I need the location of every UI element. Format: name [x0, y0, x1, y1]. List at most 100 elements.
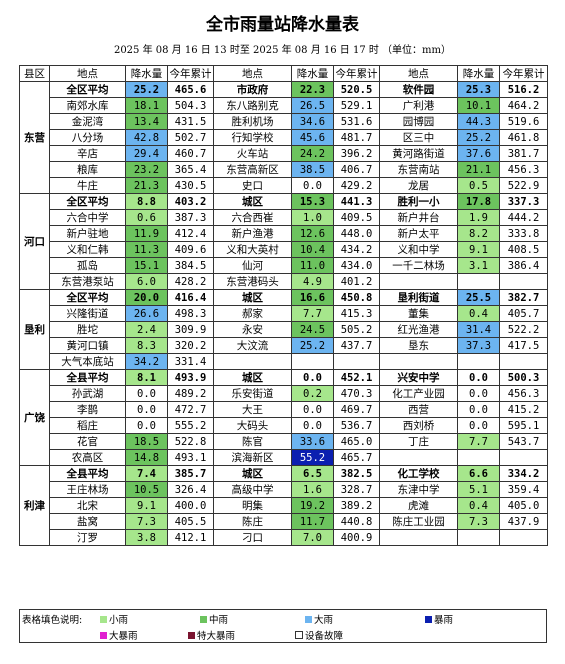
empty-cell: [499, 449, 548, 466]
rainfall: 2.4: [125, 321, 168, 338]
place: 东津中学: [379, 481, 458, 498]
year-total: 444.2: [499, 209, 548, 226]
year-total: 331.4: [167, 353, 214, 370]
place: 稻庄: [49, 417, 126, 434]
header-row: 县区 地点 降水量 今年累计 地点 降水量 今年累计 地点 降水量 今年累计: [19, 65, 548, 82]
legend-item: 大雨: [305, 612, 333, 626]
place: 农高区: [49, 449, 126, 466]
place: 软件园: [379, 81, 458, 98]
place: 丁庄: [379, 433, 458, 450]
place: 胜坨: [49, 321, 126, 338]
table-row: 花官 18.5 522.8 陈官 33.6 465.0 丁庄 7.7 543.7: [20, 433, 548, 450]
place: 全县平均: [49, 465, 126, 482]
table-row: 孙武湖 0.0 489.2 乐安街道 0.2 470.3 化工产业园 0.0 456.3: [20, 385, 548, 402]
rainfall: 9.1: [125, 497, 168, 514]
year-total: 365.4: [167, 161, 214, 178]
place: 金泥湾: [49, 113, 126, 130]
place: 广利港: [379, 97, 458, 114]
table-row: 黄河口镇 8.3 320.2 大汶流 25.2 437.7 垦东 37.3 417.5: [20, 337, 548, 354]
legend-item: 设备故障: [295, 628, 343, 642]
rainfall: 45.6: [291, 129, 334, 146]
place: 盐窝: [49, 513, 126, 530]
rainfall: 8.1: [125, 369, 168, 386]
year-total: 481.7: [333, 129, 380, 146]
place: 黄河路街道: [379, 145, 458, 162]
rainfall: 38.5: [291, 161, 334, 178]
table-row: 汀罗 3.8 412.1 刁口 7.0 400.9: [20, 529, 548, 546]
place: 西刘桥: [379, 417, 458, 434]
district: 东营: [19, 81, 50, 194]
table-row: 广饶 全县平均 8.1 493.9 城区 0.0 452.1 兴安中学 0.0 500.3: [19, 369, 548, 466]
year-total: 469.7: [333, 401, 380, 418]
empty-cell: [291, 353, 334, 370]
rainfall: 1.0: [291, 209, 334, 226]
year-total: 430.5: [167, 177, 214, 194]
year-total: 382.7: [499, 289, 548, 306]
column-header: 降水量: [457, 65, 500, 82]
place: 六合西崔: [213, 209, 292, 226]
rainfall: 34.2: [125, 353, 168, 370]
year-total: 412.4: [167, 225, 214, 242]
place: 义和中学: [379, 241, 458, 258]
legend: 表格填色说明: 小雨 中雨 大雨 暴雨 大暴雨 特大暴雨 设备故障: [19, 609, 547, 643]
rainfall: 37.6: [457, 145, 500, 162]
place: 新户井台: [379, 209, 458, 226]
rainfall: 6.5: [291, 465, 334, 482]
place: 龙居: [379, 177, 458, 194]
table-row: 王庄林场 10.5 326.4 高级中学 1.6 328.7 东津中学 5.1 359.4: [20, 481, 548, 498]
year-total: 437.7: [333, 337, 380, 354]
rainfall: 21.3: [125, 177, 168, 194]
year-total: 437.9: [499, 513, 548, 530]
year-total: 381.7: [499, 145, 548, 162]
year-total: 320.2: [167, 337, 214, 354]
table-row: 金泥湾 13.4 431.5 胜利机场 34.6 531.6 园博园 44.3 519.6: [20, 113, 548, 130]
place: 东营港码头: [213, 273, 292, 290]
place: 化工产业园: [379, 385, 458, 402]
rainfall: 15.3: [291, 193, 334, 210]
year-total: 450.8: [333, 289, 380, 306]
table-row: 利津 全县平均 7.4 385.7 城区 6.5 382.5 化工学校 6.6 334.2: [19, 465, 548, 546]
place: 城区: [213, 465, 292, 482]
rainfall: 0.0: [125, 401, 168, 418]
year-total: 555.2: [167, 417, 214, 434]
empty-cell: [499, 353, 548, 370]
year-total: 405.5: [167, 513, 214, 530]
table-row: 垦利 全区平均 20.0 416.4 城区 16.6 450.8 垦利街道 25.5 382.7: [19, 289, 548, 370]
column-header: 县区: [19, 65, 50, 82]
rainfall: 14.8: [125, 449, 168, 466]
year-total: 387.3: [167, 209, 214, 226]
column-header: 今年累计: [499, 65, 548, 82]
column-header: 今年累计: [333, 65, 380, 82]
rainfall: 33.6: [291, 433, 334, 450]
rainfall: 1.6: [291, 481, 334, 498]
place: 胜利一小: [379, 193, 458, 210]
rainfall: 25.2: [125, 81, 168, 98]
table-row: 新户驻地 11.9 412.4 新户渔港 12.6 448.0 新户太平 8.2 333.8: [20, 225, 548, 242]
place: 北宋: [49, 497, 126, 514]
table-row: 东营 全区平均 25.2 465.6 市政府 22.3 520.5 软件园 25.3 516.2: [19, 81, 548, 194]
year-total: 595.1: [499, 417, 548, 434]
place: 城区: [213, 193, 292, 210]
rainfall: 10.4: [291, 241, 334, 258]
place: 史口: [213, 177, 292, 194]
rainfall: 1.9: [457, 209, 500, 226]
rainfall: 25.2: [457, 129, 500, 146]
place: 东营南站: [379, 161, 458, 178]
year-total: 401.2: [333, 273, 380, 290]
rainfall: 22.3: [291, 81, 334, 98]
legend-label: 特大暴雨: [197, 631, 236, 642]
rainfall: 4.9: [291, 273, 334, 290]
year-total: 465.7: [333, 449, 380, 466]
year-total: 460.7: [167, 145, 214, 162]
place: 南郊水库: [49, 97, 126, 114]
place: 区三中: [379, 129, 458, 146]
empty-cell: [457, 529, 500, 546]
place: 化工学校: [379, 465, 458, 482]
place: 陈官: [213, 433, 292, 450]
year-total: 536.7: [333, 417, 380, 434]
rainfall: 7.3: [457, 513, 500, 530]
year-total: 493.9: [167, 369, 214, 386]
rainfall: 6.6: [457, 465, 500, 482]
place: 全县平均: [49, 369, 126, 386]
legend-item: 暴雨: [425, 612, 453, 626]
